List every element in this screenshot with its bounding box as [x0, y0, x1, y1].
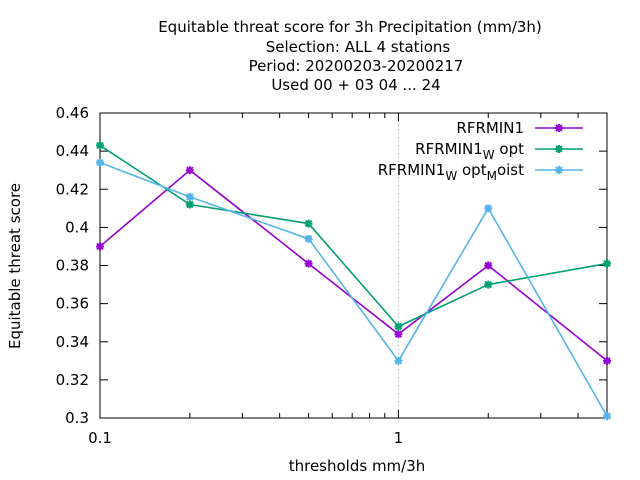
- data-point: [394, 322, 403, 331]
- y-tick-label: 0.42: [56, 180, 89, 198]
- data-point: [185, 200, 194, 209]
- data-point: [484, 204, 493, 213]
- marker-dot: [97, 244, 103, 249]
- marker-dot: [604, 261, 610, 266]
- marker-dot: [396, 331, 401, 337]
- marker-dot: [187, 167, 193, 173]
- series-line: [99, 169, 608, 362]
- marker-dot: [486, 263, 491, 268]
- title-line-2: Selection: ALL 4 stations: [266, 38, 451, 56]
- y-tick-label: 0.32: [56, 371, 89, 389]
- marker-dot: [556, 146, 562, 152]
- marker-dot: [396, 358, 401, 364]
- legend-marker: [555, 124, 563, 132]
- data-point: [603, 412, 611, 421]
- chart-title: Equitable threat score for 3h Precipitat…: [158, 18, 542, 94]
- data-point: [96, 141, 104, 150]
- marker-dot: [306, 261, 311, 266]
- x-axis-label: thresholds mm/3h: [289, 457, 426, 475]
- marker-dot: [187, 194, 193, 200]
- marker-dot: [187, 202, 193, 207]
- data-point: [484, 280, 493, 289]
- title-line-3: Period: 20200203-20200217: [249, 57, 464, 75]
- marker-dot: [97, 160, 103, 165]
- series-2: [96, 141, 611, 331]
- y-tick-label: 0.34: [56, 333, 89, 351]
- data-point: [96, 242, 104, 251]
- axes: 0.3 0.32 0.34 0.36 0.38 0.4 0.42 0.44 0.46 0.1 1: [56, 104, 608, 447]
- series-1: [96, 166, 611, 365]
- y-axis-label: Equitable threat score: [6, 183, 24, 349]
- marker-dot: [396, 324, 401, 329]
- legend-marker: [555, 166, 563, 174]
- data-point: [185, 192, 194, 201]
- series-line: [99, 161, 608, 417]
- series-line: [99, 144, 608, 328]
- marker-dot: [556, 167, 562, 173]
- y-tick-label: 0.46: [56, 104, 89, 122]
- title-line-4: Used 00 + 03 04 ... 24: [271, 76, 440, 94]
- data-point: [96, 158, 104, 167]
- y-tick-label: 0.38: [56, 257, 89, 275]
- x-tick-label: 0.1: [88, 429, 112, 447]
- plot-frame: [99, 112, 608, 419]
- legend-item-1: RFRMIN1: [456, 119, 583, 137]
- data-point: [603, 356, 611, 365]
- marker-dot: [556, 125, 562, 131]
- y-tick-label: 0.4: [65, 218, 89, 236]
- data-point: [185, 166, 194, 175]
- legend-marker: [555, 145, 563, 153]
- data-point: [304, 259, 313, 268]
- marker-dot: [97, 143, 103, 148]
- data-point: [304, 219, 313, 228]
- data-point: [394, 330, 403, 339]
- marker-dot: [306, 221, 311, 226]
- marker-dot: [486, 206, 491, 211]
- series-3: [96, 158, 611, 421]
- data-point: [484, 261, 493, 270]
- legend-label: RFRMIN1W opt: [415, 140, 524, 162]
- y-tick-label: 0.44: [56, 142, 89, 160]
- marker-dot: [486, 282, 491, 287]
- legend-label: RFRMIN1: [456, 119, 524, 137]
- y-tick-label: 0.3: [65, 409, 89, 427]
- legend-label: RFRMIN1W optMoist: [378, 161, 524, 183]
- marker-dot: [306, 236, 311, 242]
- data-series: [96, 141, 611, 421]
- title-line-1: Equitable threat score for 3h Precipitat…: [158, 18, 542, 36]
- marker-dot: [604, 413, 610, 419]
- marker-dot: [604, 358, 610, 364]
- legend-item-2: RFRMIN1W opt: [415, 140, 583, 162]
- data-point: [394, 356, 403, 365]
- data-point: [603, 259, 611, 268]
- x-tick-label: 1: [394, 429, 404, 447]
- y-tick-label: 0.36: [56, 295, 89, 313]
- data-point: [304, 234, 313, 243]
- legend-item-3: RFRMIN1W optMoist: [378, 161, 583, 183]
